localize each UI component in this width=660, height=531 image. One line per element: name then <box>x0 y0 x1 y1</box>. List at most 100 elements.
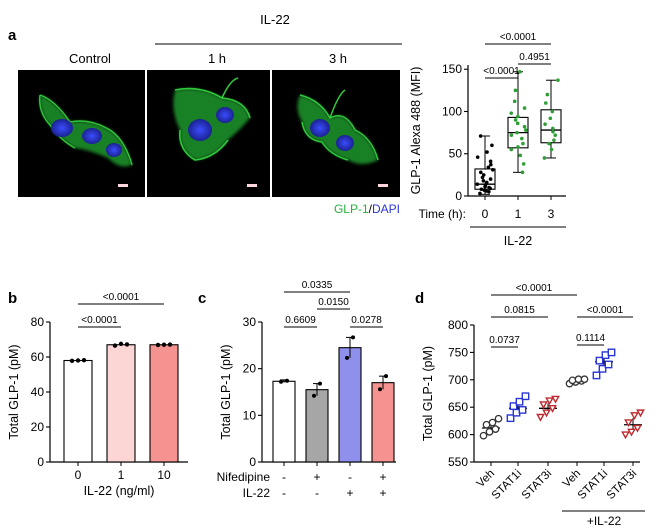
panel-a-data-point <box>509 147 514 152</box>
panel-d-data-point <box>485 428 494 436</box>
panel-a-data-point <box>552 138 556 143</box>
panel-d-data-point <box>633 424 642 433</box>
panel-c-data-point <box>378 387 382 392</box>
panel-a-data-point <box>515 121 520 126</box>
panel-a-data-point <box>482 188 487 192</box>
panel-a-y-tick-label: 50 <box>449 147 463 161</box>
panel-c-p-value: 0.0150 <box>318 297 349 308</box>
panel-a-data-point <box>520 170 525 175</box>
panel-a-data-point <box>512 99 517 104</box>
panel-d-data-point <box>607 348 616 357</box>
panel-d-data-point <box>636 409 645 418</box>
panel-a-data-point <box>548 116 553 121</box>
panel-d-data-point <box>539 401 548 410</box>
panel-c-p-value: 0.6609 <box>285 315 316 326</box>
panel-a-data-point <box>479 187 484 192</box>
micrograph-3h <box>272 70 400 197</box>
panel-d-data-point <box>627 428 636 437</box>
stain-label-glp1: GLP-1 <box>334 202 369 216</box>
panel-a-data-point <box>488 159 493 164</box>
panel-a-data-point <box>489 162 493 167</box>
panel-d-data-point <box>604 360 613 369</box>
panel-a-p-value: <0.0001 <box>500 32 537 43</box>
panel-b-p-value: <0.0001 <box>81 315 118 326</box>
panel-d-x-tick-label: STAT1i <box>576 468 610 502</box>
panel-c-factor-sign: + <box>346 486 353 500</box>
panel-d-data-point <box>630 412 639 421</box>
panel-d-x-tick-label: Veh <box>561 468 584 491</box>
panel-c-factor-sign: - <box>315 486 319 500</box>
panel-c-data-point <box>312 393 316 398</box>
panel-d-data-point <box>515 397 524 406</box>
panel-c-data-point <box>351 335 355 340</box>
panel-c-factor-sign: - <box>282 470 286 484</box>
panel-b-data-point <box>75 358 81 363</box>
panel-a-data-point <box>478 134 483 138</box>
il22-group-title: IL-22 <box>260 12 290 27</box>
panel-c-data-point <box>384 374 388 379</box>
panel-a-box <box>540 109 562 144</box>
panel-a-data-point <box>550 109 555 114</box>
panel-c-bar <box>272 380 296 463</box>
panel-d-data-point <box>595 356 604 365</box>
panel-a-data-point <box>487 189 491 194</box>
panel-c-factor-sign: + <box>313 470 320 484</box>
panel-c-p-value: 0.0278 <box>351 315 382 326</box>
panel-b-y-tick-label: 20 <box>31 420 45 434</box>
panel-b-x-tick-label: 1 <box>118 468 125 482</box>
panel-d-data-point <box>518 406 527 414</box>
panel-c-factor-label: IL-22 <box>243 486 271 500</box>
panel-a-data-point <box>521 141 525 146</box>
panel-a-data-point <box>518 153 523 158</box>
image-label-1h: 1 h <box>208 51 226 66</box>
panel-a-data-point <box>488 177 493 181</box>
panel-a-data-point <box>523 128 528 132</box>
panel-letter-c: c <box>198 290 206 307</box>
panel-a-data-point <box>478 191 482 196</box>
panel-a-x-tick-label: 3 <box>548 207 555 221</box>
panel-c-data-point <box>345 355 349 360</box>
panel-b-x-axis-title: IL-22 (ng/ml) <box>84 484 155 498</box>
panel-b-data-point <box>69 358 75 364</box>
panel-b-p-value: <0.0001 <box>103 292 140 303</box>
panel-b-bar <box>149 344 179 463</box>
panel-a-data-point <box>484 180 489 185</box>
panel-c-factor-sign: - <box>348 470 352 484</box>
panel-d-x-tick-label: Veh <box>475 468 498 491</box>
panel-d-data-point <box>580 375 589 384</box>
panel-c-bar <box>338 347 362 463</box>
panel-d-y-tick-label: 750 <box>448 345 468 359</box>
panel-c-bar <box>305 389 329 463</box>
panel-a-data-point <box>547 141 551 146</box>
panel-a-data-point <box>475 182 480 186</box>
scale-bar-1h <box>247 184 257 187</box>
panel-d-group-label: +IL-22 <box>587 514 622 528</box>
panel-b-y-tick-label: 80 <box>31 315 45 329</box>
panel-a-data-point <box>518 69 522 74</box>
panel-a-data-point <box>485 150 489 154</box>
panel-a-data-point <box>481 178 486 183</box>
stain-label-separator: / <box>369 202 373 216</box>
panel-a-data-point <box>490 168 495 172</box>
micrograph-1h <box>147 70 270 197</box>
panel-a-data-point <box>521 162 526 166</box>
panel-d-p-value: <0.0001 <box>587 305 624 316</box>
panel-letter-d: d <box>415 290 424 307</box>
panel-a-data-point <box>522 106 527 110</box>
panel-d-data-point <box>491 425 500 433</box>
panel-c-p-value: 0.0335 <box>302 280 333 291</box>
panel-c-data-point <box>285 378 289 383</box>
panel-b-y-tick-label: 60 <box>31 350 45 364</box>
panel-a-boxplot: 0 50 100 150 GLP-1 Alexa 488 (MFI) 0 1 3 Time (h… <box>409 32 566 248</box>
panel-b-bar <box>106 344 136 463</box>
panel-d-y-tick-label: 650 <box>448 400 468 414</box>
panel-a-x-tick-label: 1 <box>515 207 522 221</box>
panel-a-data-point <box>545 92 550 97</box>
panel-d-data-point <box>494 414 503 423</box>
panel-c-factor-sign: + <box>379 470 386 484</box>
panel-a-data-point <box>551 129 555 134</box>
panel-d-data-point <box>568 376 577 385</box>
